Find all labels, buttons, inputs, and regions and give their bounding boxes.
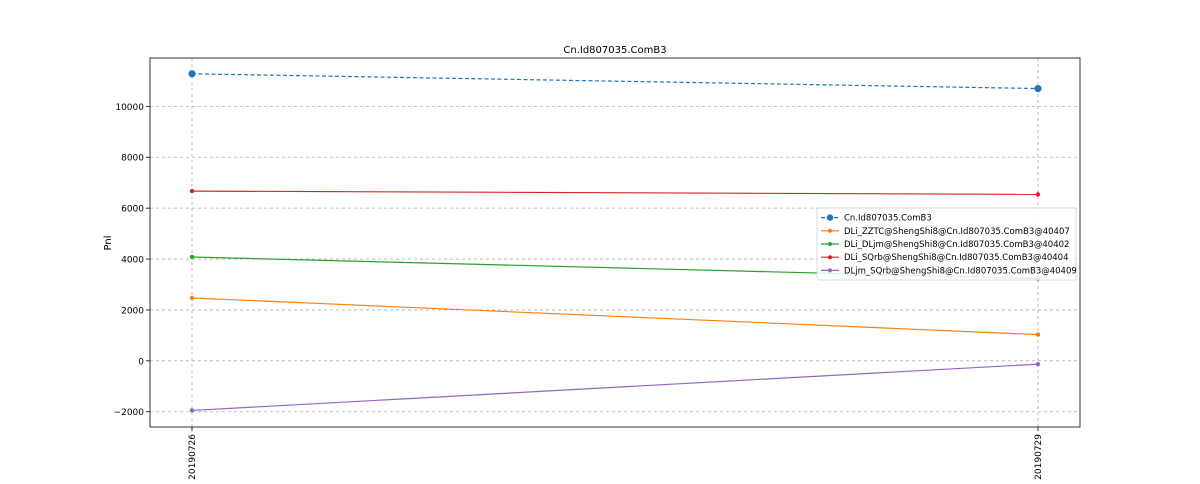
series-line <box>191 73 1039 90</box>
data-point <box>189 188 195 194</box>
y-tick-label: −2000 <box>114 408 145 418</box>
data-point <box>189 254 195 260</box>
data-point <box>1035 192 1041 197</box>
series-layer <box>188 70 1042 413</box>
y-axis-label: Pnl <box>103 236 114 251</box>
series-line <box>191 363 1039 412</box>
legend-swatch-marker <box>828 228 832 233</box>
legend-swatch-marker <box>828 255 832 260</box>
data-point <box>189 408 195 413</box>
data-point <box>188 70 196 78</box>
axes-layer <box>149 57 1081 428</box>
series-line <box>191 297 1039 336</box>
legend-entry-label: DLi_ZZTC@ShengShi8@Cn.Id807035.ComB3@404… <box>844 227 1070 237</box>
y-tick-label: 4000 <box>121 256 144 266</box>
y-tick-label: 10000 <box>115 103 144 113</box>
legend-entry-label: DLjm_SQrb@ShengShi8@Cn.Id807035.ComB3@40… <box>844 266 1077 276</box>
legend: Cn.Id807035.ComB3 DLi_ZZTC@ShengShi8@Cn.I… <box>816 207 1077 281</box>
legend-entry-label: DLi_SQrb@ShengShi8@Cn.Id807035.ComB3@404… <box>844 253 1069 263</box>
data-point <box>1035 361 1041 367</box>
x-tick-label: 20190726 <box>188 434 198 480</box>
y-tick-label: 8000 <box>121 154 144 164</box>
series-line <box>191 190 1039 196</box>
legend-entry-label: DLi_DLjm@ShengShi8@Cn.Id807035.ComB3@404… <box>844 240 1069 250</box>
legend-swatch-marker <box>826 214 834 221</box>
y-tick-label: 2000 <box>121 306 144 316</box>
y-tick-label: 0 <box>138 357 144 367</box>
tick-layer: −2000 0 2000 4000 6000 8000 10000 20190726 20190… <box>114 103 1044 480</box>
x-tick-label: 20190729 <box>1034 434 1044 480</box>
plot-frame <box>149 57 1081 428</box>
legend-swatch-marker <box>828 242 832 246</box>
legend-entry-label: Cn.Id807035.ComB3 <box>844 214 932 224</box>
data-point <box>1034 84 1042 93</box>
legend-swatch-marker <box>828 268 832 273</box>
y-tick-label: 6000 <box>121 205 144 215</box>
data-point <box>189 295 195 301</box>
data-point <box>1035 332 1041 337</box>
legend-box <box>816 207 1077 281</box>
chart-title: Cn.Id807035.ComB3 <box>563 45 666 56</box>
